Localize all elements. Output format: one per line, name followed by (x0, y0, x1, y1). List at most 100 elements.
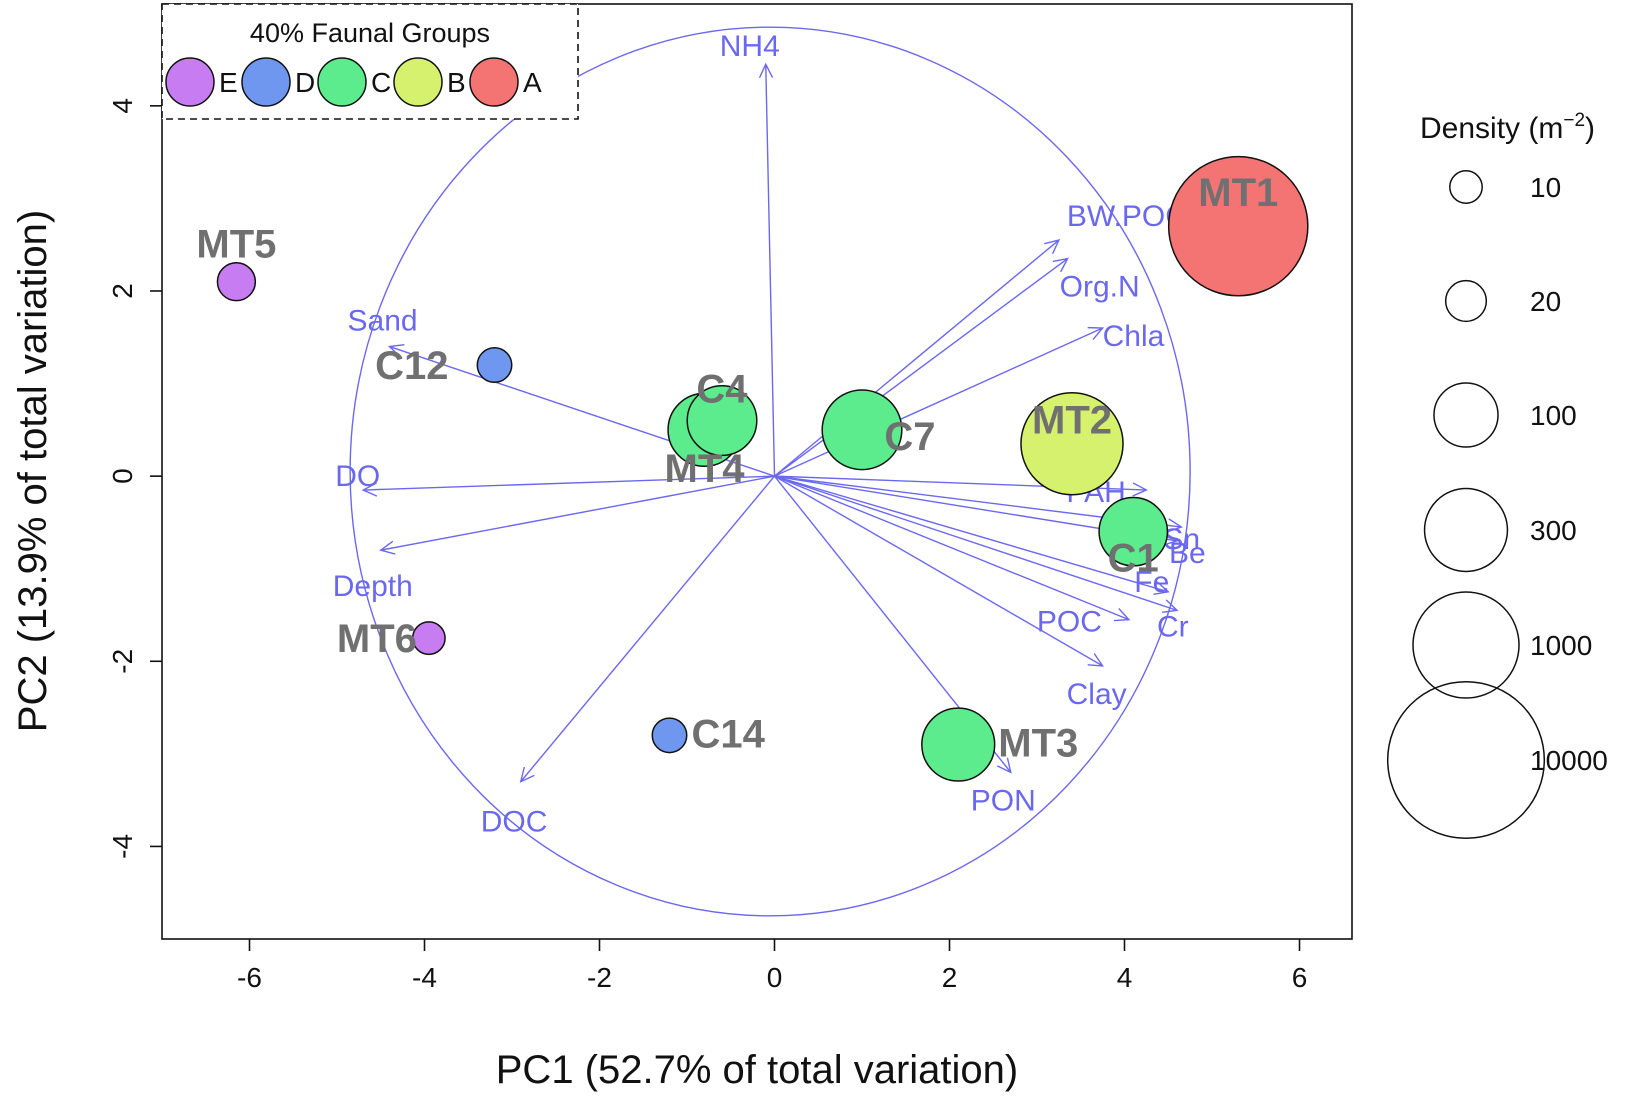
density-legend-circle (1444, 279, 1488, 323)
vector-line-depth (380, 475, 775, 551)
vector-label-clay: Clay (1067, 678, 1127, 711)
vector-arrowhead-fe (1153, 581, 1170, 595)
vector-line-bw-poc (774, 239, 1060, 477)
point-mt5 (216, 262, 257, 302)
density-legend-label: 100 (1530, 400, 1577, 431)
vector-label-doc: DOC (481, 806, 548, 839)
group-legend-item-b: B (393, 57, 466, 107)
vector-line-fe (774, 475, 1169, 593)
vector-label-be: Be (1169, 537, 1206, 570)
density-legend-item-100: 100 (1433, 382, 1577, 448)
vector-label-cr: Cr (1157, 610, 1189, 643)
y-tick-label: 0 (107, 468, 138, 484)
density-unit-exponent: −2 (1563, 110, 1585, 131)
group-legend-label: A (523, 67, 542, 98)
point-label-mt3: MT3 (998, 722, 1078, 766)
vector-label-nh4: NH4 (720, 30, 780, 63)
point-label-mt6: MT6 (337, 617, 417, 661)
vector-label-pon: PON (971, 784, 1036, 817)
vector-cr: Cr (774, 475, 1189, 643)
vector-arrowhead-doc (519, 766, 535, 783)
vector-poc: POC (774, 475, 1131, 639)
density-legend-circle (1433, 382, 1499, 448)
y-tick-label: -2 (107, 649, 138, 674)
density-legend-label: 10000 (1530, 745, 1608, 776)
group-legend-swatch (241, 57, 291, 107)
point-c1 (1098, 496, 1169, 567)
correlation-circle (349, 26, 1191, 917)
group-legend-item-e: E (165, 57, 238, 107)
vector-label-do: DO (335, 460, 380, 493)
vector-label-sand: Sand (348, 305, 418, 338)
group-legend-swatch (317, 57, 367, 107)
density-unit-close: ) (1585, 112, 1595, 145)
x-tick-label: -4 (412, 962, 437, 993)
vector-arrowhead-clay (1087, 653, 1105, 667)
vector-arrowhead-org-n (1052, 257, 1069, 273)
vector-do: DO (335, 460, 775, 497)
point-label-mt5: MT5 (196, 223, 276, 267)
point-mt6 (411, 621, 446, 656)
vector-arrowhead-nh4 (758, 62, 774, 79)
point-label-c7: C7 (884, 415, 935, 459)
density-legend-item-1000: 1000 (1412, 591, 1592, 699)
group-legend-swatch (165, 57, 215, 107)
vector-label-poc: POC (1037, 606, 1102, 639)
plot-frame (161, 3, 1353, 940)
point-c14 (651, 717, 688, 754)
group-legend-swatch (469, 57, 519, 107)
group-legend-item-d: D (241, 57, 315, 107)
density-legend-label: 20 (1530, 286, 1561, 317)
point-label-mt1: MT1 (1198, 171, 1278, 215)
point-label-c4: C4 (696, 368, 748, 412)
density-legend-title: Density (m−2) (1420, 110, 1595, 145)
x-tick-label: 6 (1292, 962, 1308, 993)
group-legend-label: C (371, 67, 391, 98)
vector-arrowhead-sn (1166, 518, 1183, 533)
vector-arrowhead-cr (1162, 599, 1179, 613)
vector-doc: DOC (481, 475, 776, 839)
density-legend: Density (m−2) 10 20 100 300 1000 10000 (1386, 110, 1608, 840)
vector-arrowhead-be (1162, 531, 1179, 546)
vector-fe: Fe (774, 475, 1170, 599)
group-legend-label: E (219, 67, 238, 98)
point-c7 (821, 389, 903, 471)
density-legend-item-10: 10 (1449, 170, 1561, 204)
vector-label-org-n: Org.N (1060, 271, 1140, 304)
point-label-c14: C14 (692, 712, 766, 756)
vector-line-poc (774, 475, 1130, 621)
point-c12 (476, 347, 513, 384)
point-label-c1: C1 (1108, 537, 1159, 581)
vector-line-nh4 (765, 64, 776, 477)
y-tick-label: -4 (107, 834, 138, 859)
density-title-text: Density (m (1420, 112, 1563, 145)
vector-label-depth: Depth (333, 570, 413, 603)
x-tick-label: -6 (237, 962, 262, 993)
vector-line-do (363, 475, 775, 491)
vector-arrowhead-depth (379, 540, 396, 555)
vector-arrowhead-sand (387, 343, 405, 358)
vector-arrowhead-bw-poc (1044, 239, 1061, 255)
x-tick-label: 4 (1117, 962, 1133, 993)
point-c4 (686, 385, 758, 457)
vector-arrowhead-pah (1132, 482, 1148, 497)
density-legend-label: 300 (1530, 515, 1577, 546)
density-legend-item-20: 20 (1444, 279, 1561, 323)
vector-depth: Depth (333, 475, 775, 603)
vector-line-doc (520, 475, 776, 783)
density-legend-item-300: 300 (1423, 487, 1577, 573)
vector-line-cr (774, 475, 1178, 612)
point-label-mt2: MT2 (1032, 399, 1112, 443)
point-mt1 (1167, 155, 1309, 297)
density-legend-circle (1449, 170, 1483, 204)
x-axis-label: PC1 (52.7% of total variation) (496, 1048, 1018, 1092)
vector-arrowhead-chla (1087, 326, 1105, 340)
point-mt2 (1020, 391, 1124, 496)
vector-clay: Clay (774, 475, 1127, 711)
group-legend-label: B (447, 67, 466, 98)
y-tick-label: 2 (107, 283, 138, 299)
vector-arrowhead-pon (996, 757, 1012, 774)
group-legend-label: D (295, 67, 315, 98)
vector-line-clay (774, 475, 1103, 667)
group-legend-item-a: A (469, 57, 542, 107)
